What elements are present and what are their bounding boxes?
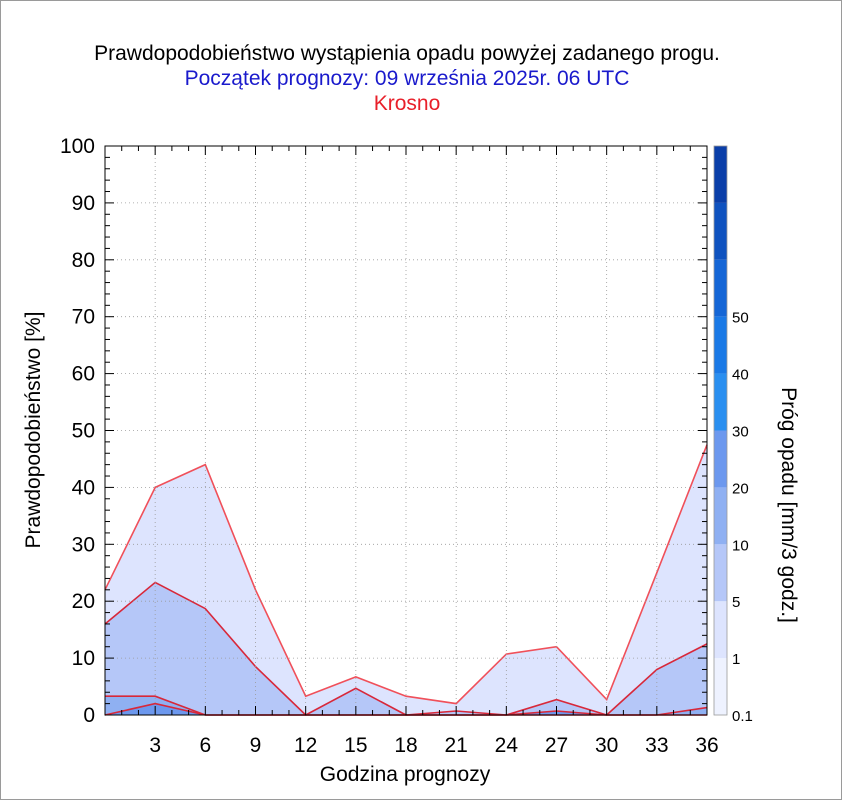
colorbar-segment [714,259,727,317]
colorbar-segment [714,202,727,260]
y-tick-label: 0 [83,704,95,727]
colorbar-tick-label: 1 [732,651,740,668]
x-tick-label: 15 [344,734,367,757]
x-tick-label: 24 [495,734,519,757]
colorbar-border [713,145,728,716]
chart-subtitle: Początek prognozy: 09 września 2025r. 06… [185,67,630,90]
x-axis-label: Godzina prognozy [320,763,491,786]
y-tick-labels: 0 10 20 30 40 50 60 70 80 90 100 [60,135,95,727]
y-tick-label: 40 [72,476,95,499]
colorbar [713,145,728,716]
colorbar-tick-label: 30 [732,424,749,441]
colorbar-tick-label: 20 [732,480,749,497]
x-tick-label: 9 [250,734,262,757]
x-tick-label: 27 [545,734,568,757]
y-tick-label: 30 [72,533,95,556]
colorbar-tick-label: 40 [732,367,749,384]
y-tick-label: 50 [72,420,95,443]
x-tick-label: 36 [695,734,718,757]
x-tick-label: 12 [294,734,317,757]
x-tick-label: 6 [199,734,211,757]
colorbar-tick-label: 10 [732,537,749,554]
colorbar-tick-label: 5 [732,594,740,611]
area-layer [105,582,707,715]
colorbar-segment [714,316,727,374]
y-tick-label: 70 [72,306,95,329]
ticks [105,146,707,715]
colorbar-segment [714,658,727,715]
colorbar-segment [714,601,727,659]
y-tick-label: 10 [72,647,95,670]
y-tick-label: 90 [72,192,95,215]
series-line [104,444,708,705]
x-tick-label: 30 [595,734,618,757]
colorbar-tick-label: 0.1 [732,708,753,725]
colorbar-segment [714,430,727,488]
colorbar-segment [714,373,727,431]
y-tick-label: 60 [72,363,95,386]
y-tick-label: 20 [72,590,95,613]
colorbar-segment [714,544,727,602]
x-tick-label: 18 [394,734,417,757]
grid [105,146,707,715]
x-tick-label: 33 [645,734,668,757]
x-tick-labels: 3 6 9 12 15 18 21 24 27 30 33 36 [149,734,718,757]
colorbar-segment [714,487,727,545]
y-tick-label: 80 [72,249,95,272]
colorbar-segment [714,146,727,203]
chart-title: Prawdopodobieństwo wystąpienia opadu pow… [94,42,720,65]
colorbar-tick-label: 50 [732,310,749,327]
colorbar-title: Próg opadu [mm/3 godz.] [777,387,800,623]
y-tick-label: 100 [60,135,95,158]
x-tick-label: 3 [149,734,161,757]
chart-location: Krosno [374,92,441,115]
y-axis-label: Prawdopodobieństwo [%] [22,312,45,549]
colorbar-labels: 0.1 1 5 10 20 30 40 50 [732,310,753,725]
x-tick-label: 21 [444,734,467,757]
